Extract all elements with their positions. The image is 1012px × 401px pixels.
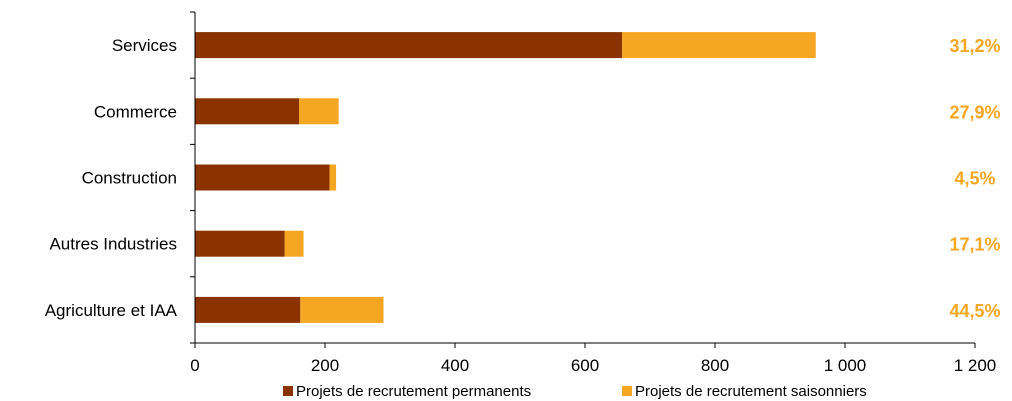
bar-autres-industries-permanents [195, 230, 285, 257]
legend: Projets de recrutement permanents Projet… [283, 383, 867, 400]
bar-services-permanents [195, 32, 623, 59]
bar-autres-industries-saisonniers [284, 230, 304, 257]
x-tick-label: 800 [701, 356, 729, 375]
category-label-commerce: Commerce [94, 102, 177, 121]
x-tick-label: 1 000 [824, 356, 867, 375]
annotation-services: 31,2% [949, 36, 1000, 56]
x-tick-label: 400 [441, 356, 469, 375]
annotation-construction: 4,5% [954, 169, 995, 189]
bar-services-saisonniers [622, 32, 816, 59]
annotations-group: 31,2% 27,9% 4,5% 17,1% 44,5% [949, 36, 1000, 321]
bar-construction-saisonniers [329, 164, 337, 191]
x-tick-label: 0 [190, 356, 199, 375]
bars-group [195, 32, 816, 323]
annotation-commerce: 27,9% [949, 102, 1000, 122]
bar-agriculture-et-iaa-saisonniers [300, 296, 384, 323]
annotation-agriculture-et-iaa: 44,5% [949, 301, 1000, 321]
x-tick-label: 1 200 [954, 356, 997, 375]
annotation-autres-industries: 17,1% [949, 235, 1000, 255]
bar-commerce-permanents [195, 98, 299, 125]
legend-label-permanents: Projets de recrutement permanents [296, 383, 531, 400]
legend-swatch-permanents [283, 386, 293, 396]
category-label-services: Services [112, 36, 177, 55]
x-tick-label: 600 [571, 356, 599, 375]
category-labels-group: Services Commerce Construction Autres Indus… [45, 36, 178, 320]
bar-agriculture-et-iaa-permanents [195, 296, 301, 323]
legend-label-saisonniers: Projets de recrutement saisonniers [635, 383, 867, 400]
x-ticks-group: 0 200 400 600 800 1 000 1 200 [190, 11, 997, 375]
category-label-agriculture-et-iaa: Agriculture et IAA [45, 301, 178, 320]
bar-construction-permanents [195, 164, 330, 191]
bar-commerce-saisonniers [299, 98, 339, 125]
category-label-autres-industries: Autres Industries [49, 235, 177, 254]
category-label-construction: Construction [82, 169, 177, 188]
x-tick-label: 200 [311, 356, 339, 375]
legend-swatch-saisonniers [622, 386, 632, 396]
